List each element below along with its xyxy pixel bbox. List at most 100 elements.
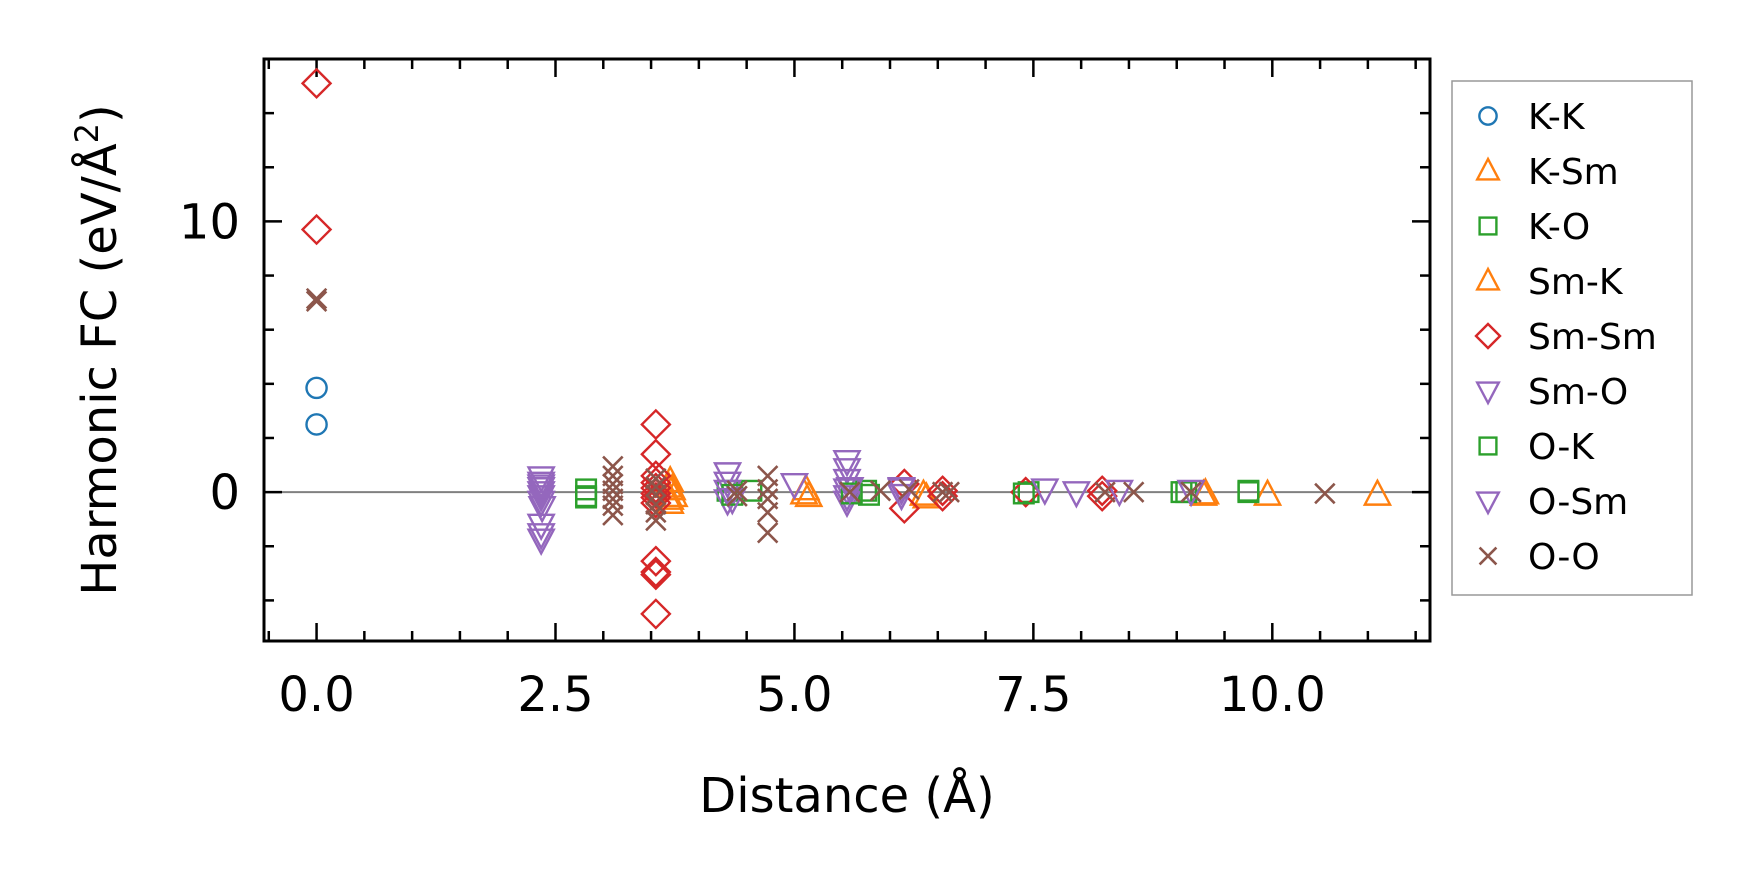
x-tick-label: 2.5 <box>517 667 593 723</box>
x-tick-label: 7.5 <box>995 667 1071 723</box>
data-points <box>300 67 1393 630</box>
point-O-O <box>1180 481 1202 503</box>
legend-label: O-K <box>1528 427 1595 468</box>
point-Sm-O <box>526 471 556 500</box>
point-Sm-O <box>526 490 556 519</box>
x-tick-label: 10.0 <box>1219 667 1326 723</box>
point-Sm-Sm <box>926 475 959 507</box>
x-axis-label: Distance (Å) <box>699 767 994 824</box>
point-O-O <box>305 287 328 310</box>
point-Sm-Sm <box>640 545 672 577</box>
point-K-Sm <box>1252 478 1283 506</box>
point-O-O <box>898 478 920 501</box>
series-Sm-Sm <box>300 67 1118 630</box>
point-Sm-O <box>712 489 743 517</box>
legend-marker-K-Sm <box>1475 156 1501 181</box>
point-O-Sm <box>1030 478 1060 506</box>
point-O-O <box>602 488 624 510</box>
y-axis-label-main: Harmonic FC (eV/Å <box>71 143 128 596</box>
x-tick-label: 0.0 <box>278 667 354 723</box>
point-O-O <box>645 493 667 516</box>
legend-label: Sm-Sm <box>1528 317 1657 358</box>
point-O-O <box>305 290 328 312</box>
point-O-O <box>756 522 779 544</box>
point-O-Sm <box>527 496 557 524</box>
point-O-Sm <box>1104 479 1134 508</box>
legend-marker-O-O <box>1478 546 1498 566</box>
point-O-Sm <box>835 477 865 505</box>
point-K-Sm <box>1362 478 1393 506</box>
legend: K-K K-Sm K-O Sm-K Sm-Sm Sm-O O-K O-Sm O-O <box>1451 80 1693 596</box>
point-O-O <box>602 494 624 517</box>
point-Sm-O <box>526 528 556 557</box>
point-O-K <box>1175 481 1198 504</box>
legend-label: Sm-K <box>1528 262 1624 303</box>
y-axis-label: Harmonic FC (eV/Å2) <box>68 104 128 596</box>
point-O-O <box>1314 482 1336 505</box>
legend-marker-Sm-O <box>1475 381 1501 406</box>
point-O-O <box>756 501 779 524</box>
point-O-O <box>726 480 748 502</box>
point-O-K <box>840 482 863 505</box>
point-O-O <box>839 481 861 503</box>
point-Sm-O <box>886 483 917 512</box>
point-O-O <box>931 481 954 503</box>
point-Sm-Sm <box>888 492 921 525</box>
point-O-O <box>602 455 624 478</box>
legend-label: O-Sm <box>1528 482 1628 523</box>
legend-label: K-Sm <box>1528 152 1619 193</box>
point-Sm-Sm <box>926 480 959 512</box>
legend-marker-K-K <box>1478 106 1498 126</box>
legend-label: K-K <box>1528 97 1586 138</box>
point-O-O <box>869 480 892 502</box>
series-K-K <box>305 376 328 436</box>
point-Sm-O <box>832 449 862 478</box>
y-tick-label: 10 <box>179 194 240 250</box>
point-O-Sm <box>717 487 747 516</box>
point-O-O <box>645 484 667 506</box>
point-O-O <box>602 504 624 526</box>
point-O-O <box>1094 481 1116 503</box>
point-O-O <box>645 467 667 490</box>
point-Sm-Sm <box>640 558 672 591</box>
legend-marker-O-Sm <box>1475 491 1501 516</box>
point-Sm-Sm <box>640 408 672 441</box>
point-Sm-Sm <box>640 472 672 504</box>
point-O-O <box>756 478 779 501</box>
series-O-O <box>305 287 1336 544</box>
tick-labels: 0.0 2.5 5.0 7.5 10.0 0 10 <box>179 194 1326 723</box>
point-Sm-O <box>832 485 862 513</box>
point-Sm-O <box>526 523 556 551</box>
plot-frame <box>262 57 1432 643</box>
legend-label: O-O <box>1528 537 1600 578</box>
point-K-Sm <box>794 479 824 508</box>
point-O-Sm <box>526 474 556 502</box>
point-O-Sm <box>779 472 810 501</box>
point-O-K <box>1237 479 1260 502</box>
point-Sm-Sm <box>640 598 672 630</box>
point-O-Sm <box>1176 479 1206 508</box>
point-Sm-Sm <box>640 556 672 588</box>
point-O-K <box>1012 482 1035 505</box>
legend-label: Sm-O <box>1528 372 1628 413</box>
point-O-O <box>645 475 667 498</box>
point-K-K <box>305 376 328 400</box>
y-axis-label-superscript: 2 <box>68 123 106 143</box>
point-Sm-Sm <box>640 487 672 519</box>
legend-marker-K-O <box>1478 216 1498 236</box>
point-O-O <box>726 485 748 507</box>
point-Sm-Sm <box>300 67 333 100</box>
point-Sm-O <box>526 481 556 509</box>
point-O-Sm <box>1061 481 1091 509</box>
legend-label: K-O <box>1528 207 1590 248</box>
legend-marker-Sm-Sm <box>1474 322 1502 350</box>
point-O-K <box>575 485 598 508</box>
legend-marker-Sm-K <box>1475 266 1501 291</box>
point-Sm-O <box>712 462 743 490</box>
point-O-O <box>645 509 667 532</box>
point-O-O <box>1123 481 1145 503</box>
x-tick-label: 5.0 <box>756 667 832 723</box>
point-Sm-O <box>526 477 556 505</box>
legend-marker-O-K <box>1478 436 1498 456</box>
